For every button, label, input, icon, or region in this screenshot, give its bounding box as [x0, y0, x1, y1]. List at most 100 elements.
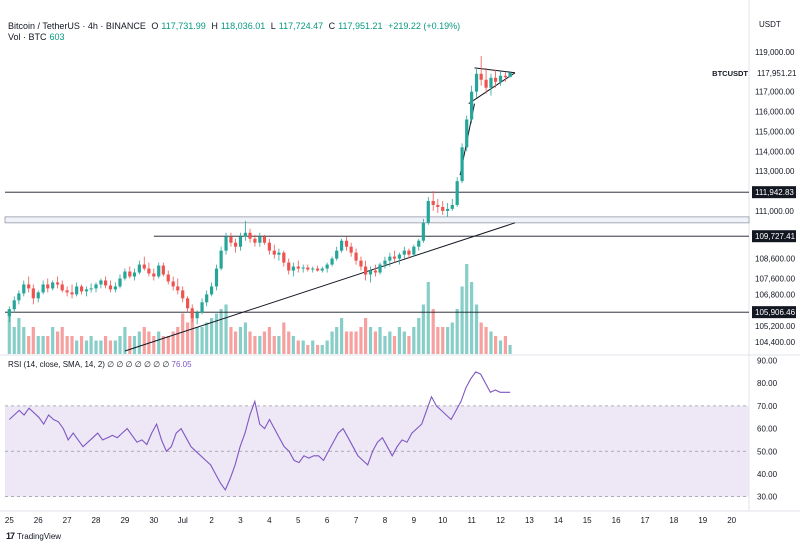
- candle-up: [340, 240, 344, 251]
- volume-bar: [441, 327, 445, 354]
- volume-bar: [421, 304, 425, 354]
- volume-bar: [84, 340, 89, 354]
- volume-bar: [311, 340, 315, 354]
- rsi-header[interactable]: RSI (14, close, SMA, 14, 2) ∅ ∅ ∅ ∅ ∅ ∅ …: [8, 360, 192, 369]
- candle-down: [306, 267, 310, 270]
- currency-unit[interactable]: USDT: [759, 20, 781, 29]
- volume-bar: [176, 327, 180, 354]
- candle-down: [152, 273, 156, 277]
- volume-bar: [431, 309, 435, 354]
- volume-bar: [209, 318, 214, 354]
- time-tick-label: 12: [496, 516, 505, 525]
- volume-bar: [368, 327, 373, 354]
- candle-up: [421, 222, 425, 241]
- volume-bar: [272, 336, 276, 354]
- volume-bar: [470, 282, 474, 354]
- time-tick-label: 3: [238, 516, 243, 525]
- candles: [7, 55, 512, 325]
- brand-name: TradingView: [17, 531, 62, 541]
- candle-down: [27, 284, 31, 289]
- candle-up: [113, 286, 117, 290]
- candle-down: [503, 75, 508, 78]
- volume-bar: [224, 304, 228, 354]
- candle-down: [373, 270, 378, 273]
- rsi-tick-label: 30.00: [757, 493, 778, 502]
- volume-bar: [282, 322, 286, 354]
- time-tick-label: 17: [641, 516, 650, 525]
- volume-bar: [267, 327, 271, 354]
- price-tick-label: 113,000.00: [755, 167, 795, 176]
- volume-bar: [128, 336, 132, 354]
- candle-up: [224, 236, 228, 251]
- candle-down: [316, 268, 320, 271]
- volume-header[interactable]: Vol · BTC 603: [8, 32, 68, 42]
- high-label: H: [211, 21, 218, 31]
- candle-up: [214, 268, 219, 287]
- volume-bar: [277, 336, 281, 354]
- candle-down: [55, 282, 60, 285]
- volume-bar: [316, 345, 320, 354]
- candle-down: [108, 285, 113, 290]
- volume-bar: [22, 327, 26, 354]
- volume-bar: [118, 336, 122, 354]
- candle-up: [311, 268, 315, 270]
- time-tick-label: 25: [5, 516, 14, 525]
- volume-bar: [349, 331, 353, 354]
- candle-down: [431, 200, 435, 205]
- volume-bar: [79, 336, 84, 354]
- volume-bar: [455, 309, 459, 354]
- price-tick-label: 115,000.00: [755, 127, 795, 136]
- volume-bar: [7, 309, 11, 354]
- candle-down: [267, 242, 271, 251]
- candle-up: [450, 204, 454, 209]
- rsi-band: [5, 405, 749, 498]
- pennant-upper-line[interactable]: [474, 67, 516, 74]
- rsi-line-path: [8, 371, 511, 492]
- candle-down: [479, 73, 483, 80]
- volume-bar: [287, 331, 291, 354]
- volume-bar: [171, 331, 175, 354]
- open-label: O: [151, 21, 159, 31]
- candle-down: [407, 250, 411, 255]
- candle-up: [470, 91, 474, 120]
- price-tick-label: 117,000.00: [755, 88, 795, 97]
- volume-bar: [363, 318, 368, 354]
- time-tick-label: 29: [120, 516, 129, 525]
- volume-bar: [99, 340, 103, 354]
- candle-down: [171, 281, 175, 287]
- candle-up: [465, 119, 469, 148]
- candle-up: [368, 270, 373, 275]
- candle-up: [200, 302, 204, 313]
- symbol-header[interactable]: Bitcoin / TetherUS · 4h · BINANCE O 117,7…: [8, 21, 463, 31]
- trendline[interactable]: [124, 222, 516, 352]
- volume-bar: [503, 336, 508, 354]
- candle-down: [79, 286, 84, 292]
- volume-bar: [335, 327, 339, 354]
- symbol-price-tag-label: BTCUSDT: [712, 69, 748, 78]
- drawings[interactable]: [124, 67, 516, 352]
- candle-down: [176, 286, 180, 291]
- brand-logo[interactable]: 17 TradingView: [6, 531, 61, 541]
- horizontal-levels[interactable]: [4, 191, 750, 313]
- candle-down: [233, 242, 238, 247]
- time-tick-label: 18: [669, 516, 678, 525]
- pennant-lower-line[interactable]: [468, 72, 516, 105]
- candle-up: [7, 309, 11, 317]
- candle-up: [41, 284, 45, 293]
- volume-bar: [508, 345, 512, 354]
- volume-bar: [262, 331, 267, 354]
- candle-down: [441, 206, 445, 211]
- symbol-title[interactable]: Bitcoin / TetherUS · 4h · BINANCE: [8, 21, 146, 31]
- supply-zone[interactable]: [4, 216, 750, 224]
- volume-label: Vol · BTC: [8, 32, 47, 42]
- candle-up: [238, 236, 243, 247]
- candle-up: [195, 312, 199, 319]
- volume-bar: [108, 340, 113, 354]
- volume-bar: [498, 340, 503, 354]
- time-tick-label: 6: [325, 516, 330, 525]
- volume-bar: [373, 331, 378, 354]
- volume-bar: [465, 264, 469, 354]
- volume-bar: [359, 327, 363, 354]
- volume-bar: [51, 327, 55, 354]
